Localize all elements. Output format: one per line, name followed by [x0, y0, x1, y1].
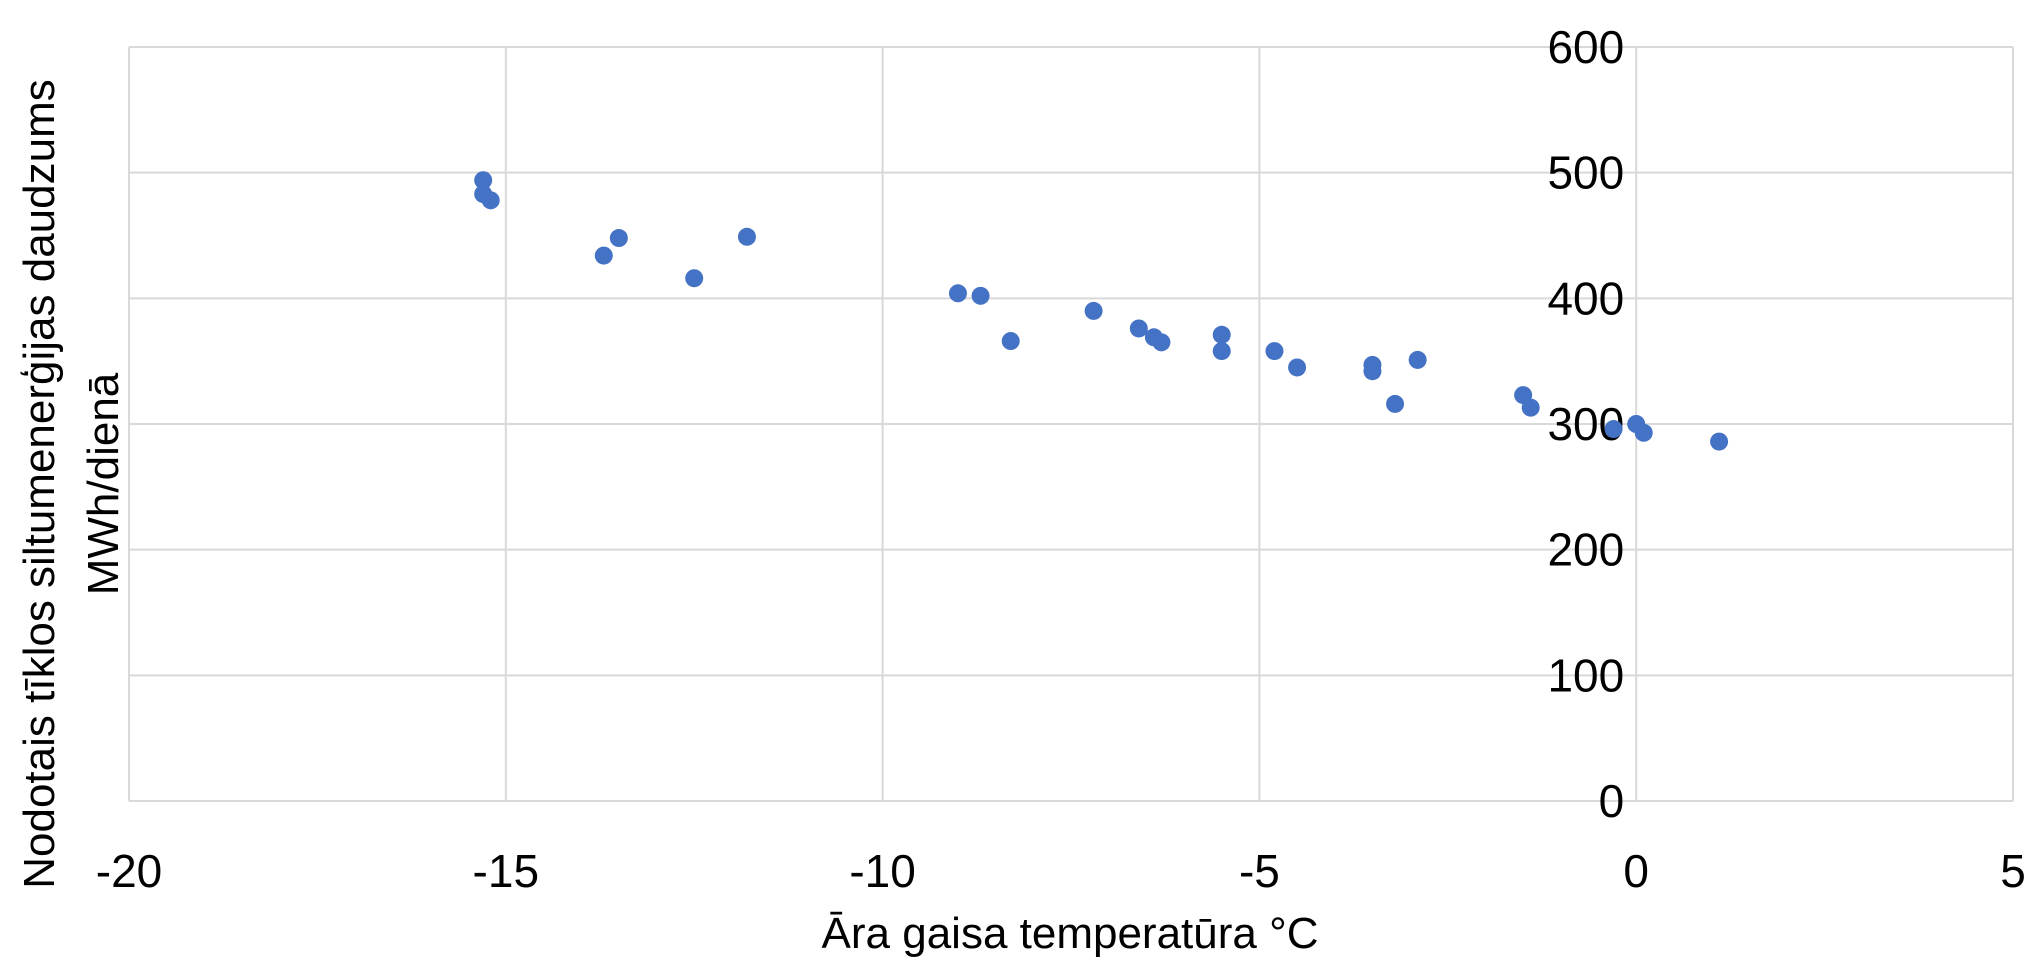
data-point: [1129, 319, 1148, 338]
data-point: [948, 284, 967, 303]
y-tick-label: 500: [1547, 147, 1624, 199]
data-point: [1521, 398, 1540, 417]
data-point: [474, 171, 493, 190]
y-tick-label: 400: [1547, 272, 1624, 324]
data-point: [1212, 325, 1231, 344]
data-point: [737, 227, 756, 246]
data-point: [594, 246, 613, 265]
y-tick-label: 200: [1547, 524, 1624, 576]
y-tick-label: 100: [1547, 649, 1624, 701]
x-tick-label: -15: [473, 845, 539, 897]
x-tick-label: -20: [96, 845, 162, 897]
data-point: [1634, 423, 1653, 442]
data-point: [1710, 432, 1729, 451]
x-tick-label: -5: [1239, 845, 1280, 897]
data-point: [1152, 333, 1171, 352]
data-point: [971, 286, 990, 305]
x-axis-title: Āra gaisa temperatūra °C: [822, 909, 1319, 958]
data-point: [685, 269, 704, 288]
data-point: [1386, 394, 1405, 413]
data-point: [1408, 350, 1427, 369]
x-tick-label: 5: [2000, 845, 2026, 897]
data-point: [481, 191, 500, 210]
data-points: [474, 171, 1729, 451]
horizontal-gridlines: [129, 46, 2013, 802]
data-point: [1001, 332, 1020, 351]
data-point: [1604, 420, 1623, 439]
x-tick-label: -10: [849, 845, 915, 897]
x-tick-label: 0: [1623, 845, 1649, 897]
y-tick-label: 0: [1599, 775, 1625, 827]
data-point: [609, 229, 628, 248]
y-axis-title-line-2: MWh/dienā: [79, 372, 128, 595]
x-axis-tick-labels: -20 -15 -10 -5 0 5: [96, 845, 2026, 897]
y-axis-title: Nodotais tīklos siltumenerģijas daudzums…: [15, 79, 128, 889]
data-point: [1265, 342, 1284, 361]
y-axis-title-line-1: Nodotais tīklos siltumenerģijas daudzums: [15, 79, 64, 889]
data-point: [1084, 301, 1103, 320]
data-point: [1212, 342, 1231, 361]
data-point: [1288, 358, 1307, 377]
y-tick-label: 600: [1547, 21, 1624, 73]
data-point: [1363, 362, 1382, 381]
